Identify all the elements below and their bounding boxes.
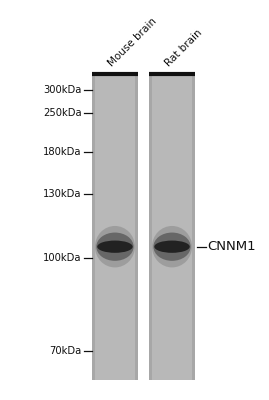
Bar	[149, 74, 153, 380]
Text: 180kDa: 180kDa	[43, 148, 82, 158]
Ellipse shape	[152, 226, 192, 268]
Ellipse shape	[154, 240, 190, 253]
Text: 70kDa: 70kDa	[49, 346, 82, 356]
Text: CNNM1: CNNM1	[208, 240, 256, 253]
Ellipse shape	[97, 240, 133, 253]
Text: 130kDa: 130kDa	[43, 190, 82, 200]
Text: 300kDa: 300kDa	[44, 84, 82, 94]
Text: Rat brain: Rat brain	[164, 27, 204, 68]
Bar	[192, 74, 195, 380]
Text: 100kDa: 100kDa	[43, 254, 82, 264]
Bar	[134, 74, 138, 380]
Ellipse shape	[96, 232, 134, 261]
Text: 250kDa: 250kDa	[43, 108, 82, 118]
Ellipse shape	[95, 226, 135, 268]
Text: Mouse brain: Mouse brain	[107, 16, 159, 68]
Bar	[92, 74, 95, 380]
Bar	[149, 74, 195, 380]
Bar	[92, 74, 138, 380]
Ellipse shape	[153, 232, 191, 261]
